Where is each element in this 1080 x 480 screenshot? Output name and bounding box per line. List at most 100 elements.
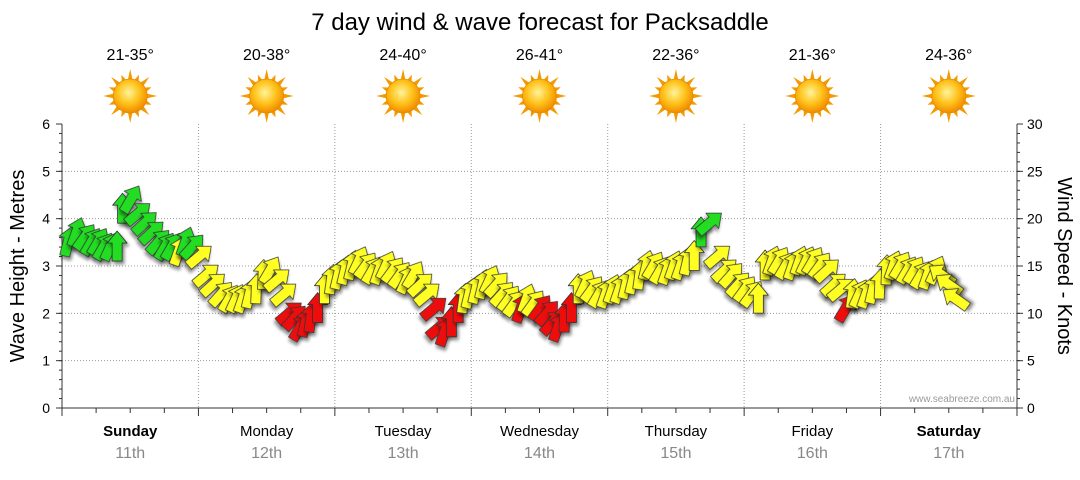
left-tick-label: 1 <box>42 353 50 369</box>
sun-ray <box>810 112 815 123</box>
axes: 0 1 2 3 4 5 6 0 5 10 15 20 25 30 <box>42 116 1043 416</box>
sun-ray <box>959 76 968 86</box>
sun-ray <box>147 93 158 99</box>
right-tick-label: 10 <box>1027 305 1043 321</box>
sun-ray <box>419 93 431 99</box>
sun-disc <box>385 78 421 114</box>
sun-ray <box>793 76 802 86</box>
sun-ray <box>946 112 951 123</box>
sun-ray <box>140 76 150 86</box>
sun-ray <box>140 106 150 116</box>
sun-ray <box>556 93 567 99</box>
temperature-range: 21-35° <box>107 47 154 64</box>
day-date-label: 14th <box>524 445 555 462</box>
watermark: www.seabreeze.com.au <box>908 394 1015 405</box>
sun-ray <box>929 76 939 86</box>
sun-ray <box>921 93 932 99</box>
sun-ray <box>810 69 815 80</box>
day-date-label: 15th <box>660 445 691 462</box>
temperature-range: 24-36° <box>925 47 972 64</box>
sun-ray <box>946 69 951 80</box>
left-tick-label: 2 <box>42 305 50 321</box>
sun-icon <box>512 69 567 123</box>
wind-arrow-shape <box>942 288 971 312</box>
sun-ray <box>692 93 703 99</box>
sun-ray <box>247 76 257 86</box>
sun-ray <box>400 69 406 80</box>
sun-ray <box>239 93 250 99</box>
temperature-range: 21-36° <box>789 47 836 64</box>
left-tick-label: 4 <box>42 211 50 227</box>
right-tick-label: 15 <box>1027 258 1043 274</box>
wind-arrow-shape <box>694 212 722 237</box>
temperature-row: 21-35° 20-38° 24-40° 26-41° 22-36° 21-36° 24-3… <box>103 47 976 123</box>
left-axis-label: Wave Height - Metres <box>7 170 29 363</box>
day-date-label: 11th <box>115 445 145 462</box>
sun-ray <box>383 106 393 116</box>
sun-ray <box>283 93 294 99</box>
wind-arrow <box>747 282 769 314</box>
temperature-range: 22-36° <box>652 47 699 64</box>
day-date-label: 17th <box>933 445 964 462</box>
day-date-label: 16th <box>797 445 828 462</box>
sun-ray <box>785 93 796 99</box>
sun-ray <box>111 106 120 116</box>
day-name-label: Monday <box>240 423 294 440</box>
day-name-label: Sunday <box>103 423 158 440</box>
sun-ray <box>376 93 387 99</box>
sun-ray <box>965 93 976 99</box>
sun-ray <box>673 112 679 123</box>
sun-disc <box>794 78 830 114</box>
left-tick-label: 6 <box>42 116 50 132</box>
sun-ray <box>128 112 133 123</box>
sun-disc <box>931 78 967 114</box>
day-date-label: 13th <box>388 445 419 462</box>
sun-ray <box>400 112 406 123</box>
sun-icon <box>239 69 294 123</box>
sun-ray <box>822 76 832 86</box>
sun-ray <box>686 106 696 116</box>
day-date-label: 12th <box>251 445 282 462</box>
wind-arrows <box>58 185 971 348</box>
sun-ray <box>686 76 696 86</box>
sun-ray <box>413 106 423 116</box>
wind-arrow-shape <box>419 297 447 322</box>
wind-arrow-shape <box>269 283 297 308</box>
wind-arrow <box>942 288 971 312</box>
right-tick-label: 25 <box>1027 163 1043 179</box>
wind-arrow-shape <box>118 185 142 215</box>
left-tick-label: 3 <box>42 258 50 274</box>
sun-ray <box>537 112 542 123</box>
sun-ray <box>512 93 523 99</box>
right-tick-label: 30 <box>1027 116 1043 132</box>
wind-arrow <box>683 240 705 271</box>
sun-icon <box>103 69 158 123</box>
day-name-label: Tuesday <box>375 423 432 440</box>
temperature-range: 24-40° <box>379 47 426 64</box>
sun-disc <box>522 78 557 114</box>
wind-arrow-shape <box>184 245 212 270</box>
sun-ray <box>929 106 939 116</box>
sun-ray <box>656 106 666 116</box>
sun-icon <box>376 69 431 123</box>
chart-title: 7 day wind & wave forecast for Packsaddl… <box>311 9 769 36</box>
sun-ray <box>264 69 269 80</box>
sun-disc <box>658 78 694 114</box>
sun-disc <box>249 78 285 114</box>
sun-ray <box>549 76 559 86</box>
right-tick-label: 0 <box>1027 400 1035 416</box>
wind-arrow <box>419 297 447 322</box>
sun-icon <box>648 69 703 123</box>
wind-arrow <box>269 283 297 308</box>
sun-ray <box>247 106 257 116</box>
right-tick-label: 20 <box>1027 211 1043 227</box>
temperature-range: 20-38° <box>243 47 290 64</box>
temperature-range: 26-41° <box>516 47 563 64</box>
sun-ray <box>520 76 530 86</box>
sun-icon <box>921 69 976 123</box>
sun-ray <box>648 93 660 99</box>
left-tick-label: 5 <box>42 163 50 179</box>
day-name-label: Wednesday <box>500 423 579 440</box>
day-name-label: Friday <box>792 423 834 440</box>
